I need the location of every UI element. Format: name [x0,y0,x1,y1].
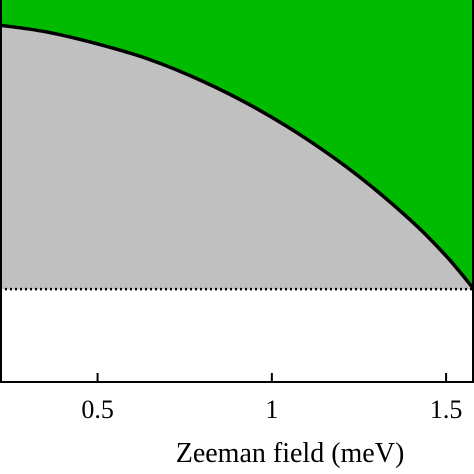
gray-region [0,25,474,290]
x-tick-label: 1 [265,395,278,424]
x-tick-label: 1.5 [430,395,463,424]
x-tick-label: 0.5 [81,395,114,424]
x-axis-label: Zeeman field (meV) [176,438,405,469]
phase-boundary-curve [0,23,474,291]
x-ticks: 0.5 1 1.5 [81,373,462,424]
